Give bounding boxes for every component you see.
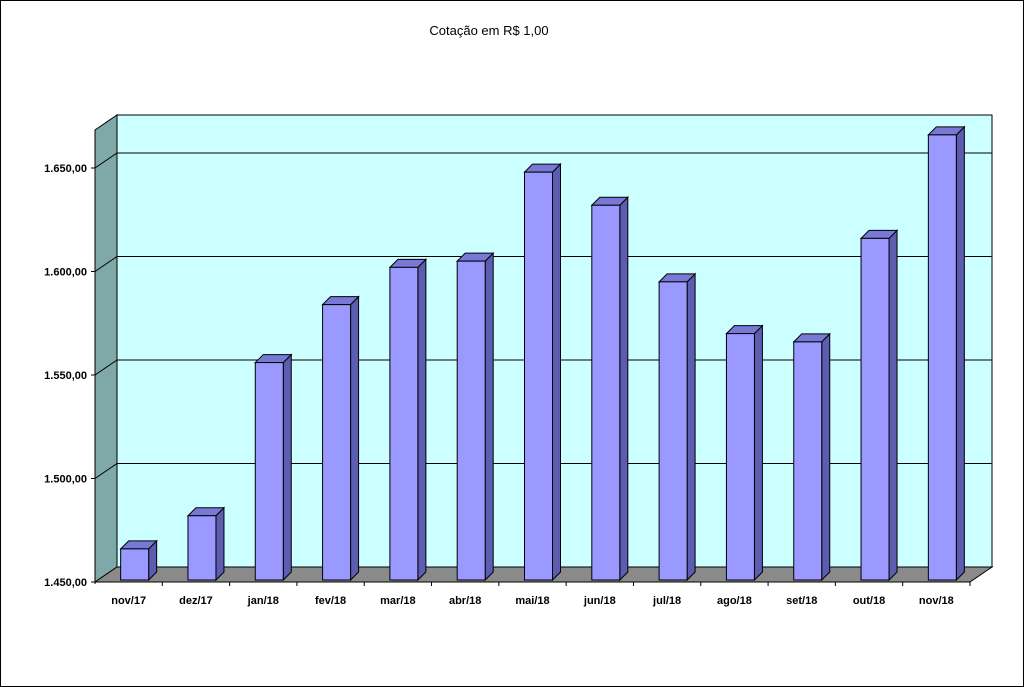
y-axis: 1.450,00 1.500,00 1.550,00 1.600,00 1.650,00: [44, 130, 96, 589]
bar: [792, 332, 831, 582]
bar-front: [254, 362, 284, 581]
bar: [186, 506, 226, 582]
bar-side: [955, 125, 965, 582]
bar: [254, 353, 293, 582]
bar-front: [524, 171, 553, 581]
gridline: [94, 256, 992, 272]
x-tick-label: nov/17: [111, 595, 146, 607]
bar-front: [591, 204, 621, 581]
x-axis: nov/17 dez/17 jan/18 fev/18 mar/18 abr/18 mai/…: [95, 581, 971, 607]
bar: [388, 258, 428, 582]
gridline: [94, 152, 992, 169]
x-tick-label: set/18: [786, 595, 817, 607]
bar: [859, 229, 899, 582]
bar: [455, 251, 495, 582]
bar-front: [725, 333, 755, 581]
y-tick-label: 1.550,00: [44, 370, 87, 382]
bar-side: [552, 162, 561, 582]
x-tick-label: abr/18: [449, 595, 481, 607]
bar-side: [753, 324, 763, 582]
x-tick-label: ago/18: [717, 595, 752, 607]
gridline: [94, 359, 992, 376]
bar-front: [658, 281, 688, 581]
bar-front: [322, 304, 352, 581]
bar-front: [456, 260, 486, 581]
bar: [523, 162, 562, 582]
y-tick-label: 1.650,00: [44, 163, 87, 175]
bar: [321, 295, 360, 582]
x-tick-label: out/18: [853, 595, 885, 607]
bar-front: [860, 237, 890, 581]
bar-side: [282, 353, 292, 582]
bar-front: [120, 548, 150, 581]
gridline: [94, 463, 992, 479]
bar-side: [417, 258, 427, 582]
y-tick-label: 1.500,00: [44, 474, 87, 486]
bar-side: [484, 251, 494, 582]
x-tick-label: mai/18: [515, 595, 549, 607]
bar-side: [821, 332, 831, 582]
chart-title: Cotação em R$ 1,00: [429, 23, 549, 38]
bar-side: [350, 295, 360, 582]
bar-side: [215, 506, 225, 582]
gridlines: [94, 152, 992, 479]
x-tick-label: dez/17: [179, 595, 213, 607]
x-tick-label: jan/18: [247, 595, 279, 607]
bar: [590, 196, 630, 582]
bar-front: [187, 515, 217, 581]
bar-front: [927, 134, 957, 581]
bar: [725, 324, 764, 582]
x-tick-label: jun/18: [583, 595, 616, 607]
bar: [657, 272, 697, 582]
bar-front: [793, 341, 823, 581]
x-tick-label: jul/18: [652, 595, 681, 607]
x-tick-label: fev/18: [315, 595, 346, 607]
bars: [119, 125, 966, 582]
chart-side-wall: [94, 114, 118, 583]
bar-side: [686, 272, 696, 582]
bar-front: [389, 266, 419, 581]
bar-side: [888, 229, 898, 582]
x-tick-label: nov/18: [919, 595, 954, 607]
x-tick-label: mar/18: [380, 595, 415, 607]
bar: [119, 539, 158, 582]
bar-side: [619, 196, 629, 582]
y-tick-label: 1.600,00: [44, 267, 87, 279]
y-tick-label: 1.450,00: [44, 577, 87, 589]
bar: [927, 125, 966, 582]
